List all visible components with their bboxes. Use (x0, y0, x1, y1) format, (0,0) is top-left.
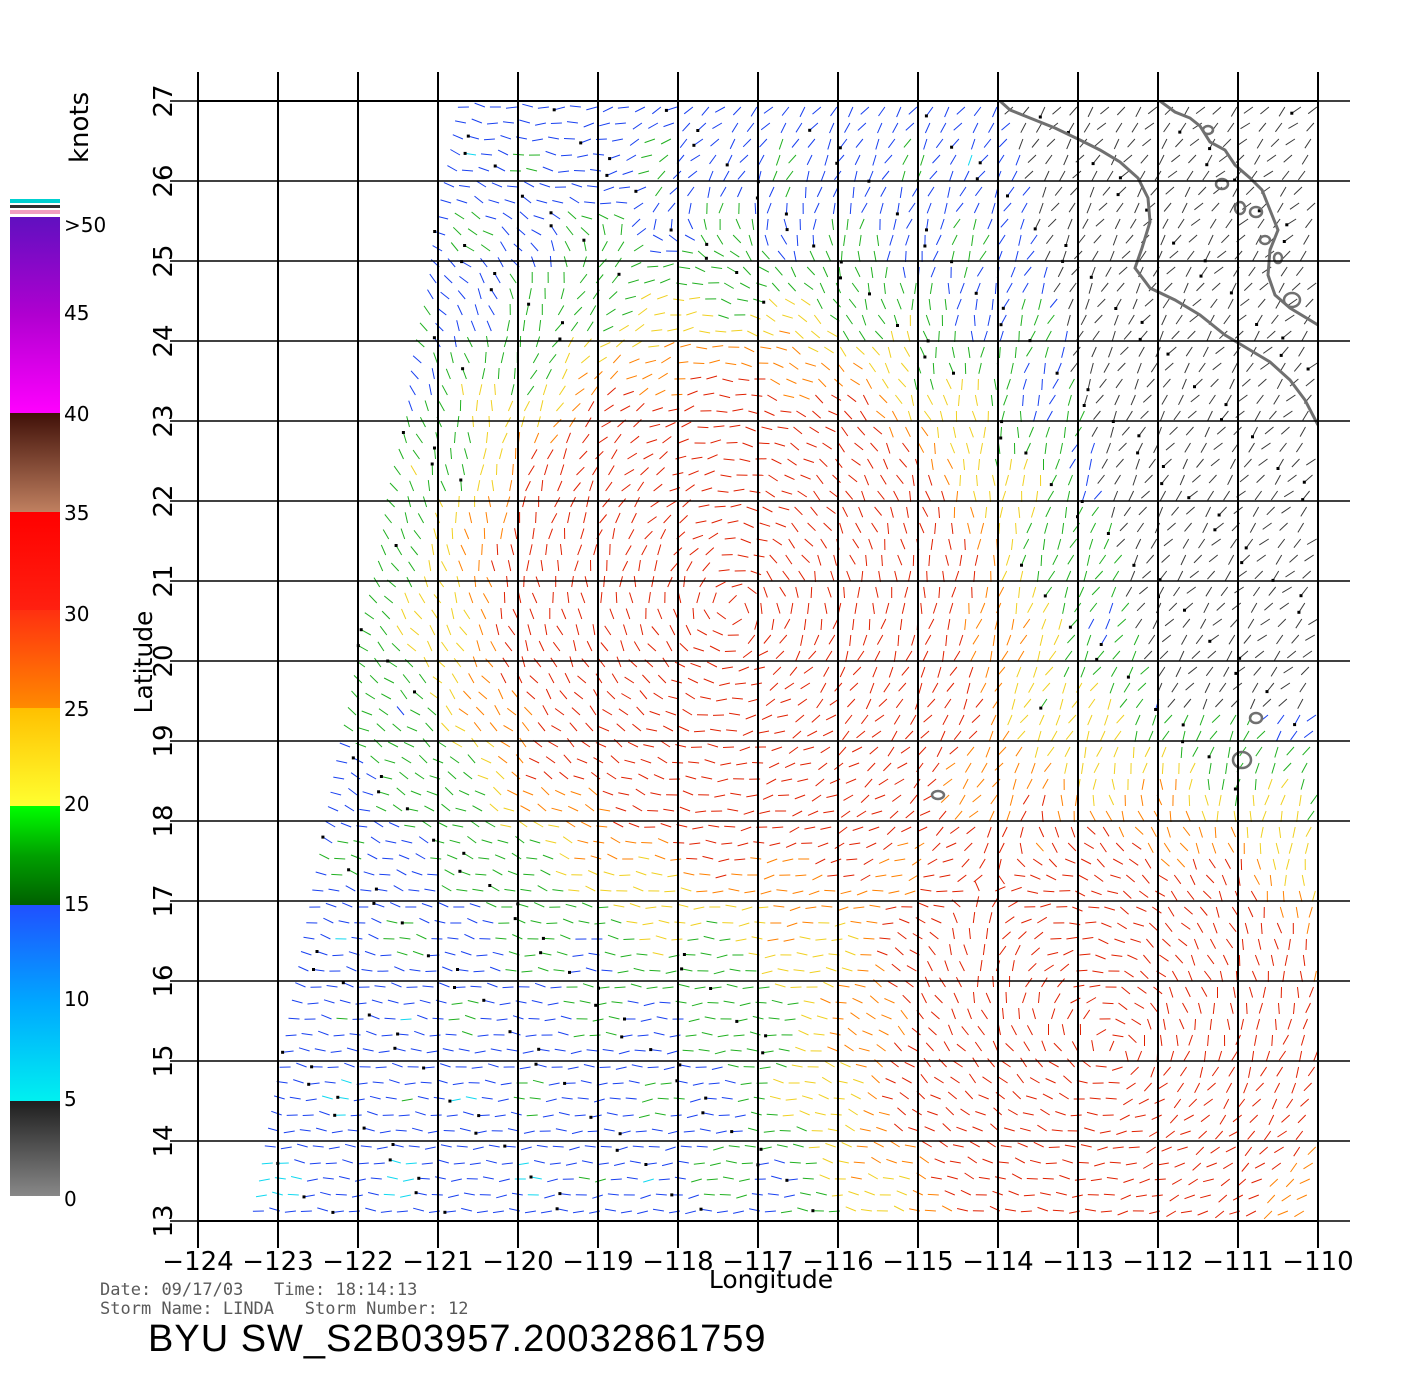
colorbar-tick-label: 5 (64, 1087, 77, 1111)
storm-name-label: Storm Name: (100, 1299, 213, 1319)
lon-tick-label: −122 (322, 1247, 393, 1277)
island (1233, 200, 1247, 216)
storm-row: Storm Name: LINDA Storm Number: 12 (100, 1300, 469, 1319)
colorbar-band-40-50 (10, 217, 60, 413)
date-value: 09/17/03 (161, 1280, 244, 1300)
lat-tick-label: 19 (149, 724, 179, 757)
x-axis-label: Longitude (709, 1265, 833, 1294)
lon-tick-label: −117 (722, 1247, 793, 1277)
island (1231, 750, 1253, 770)
lat-tick-label: 15 (149, 1044, 179, 1077)
colorbar-tick-label: 30 (64, 602, 89, 626)
lon-tick-label: −119 (562, 1247, 633, 1277)
colorbar-tick-label: 15 (64, 892, 89, 916)
colorbar-tick-label: 35 (64, 501, 89, 525)
lon-tick-label: −124 (162, 1247, 233, 1277)
lon-tick-label: −123 (242, 1247, 313, 1277)
metadata-footer: Date: 09/17/03 Time: 18:14:13 Storm Name… (100, 1281, 469, 1319)
colorbar-tick-label: 45 (64, 301, 89, 325)
island (1272, 251, 1284, 265)
colorbar-band-0-5 (10, 1101, 60, 1196)
storm-number-value: 12 (448, 1299, 469, 1319)
colorbar-tick-label: 40 (64, 402, 89, 426)
lat-lon-grid (170, 72, 1350, 1248)
island (1248, 711, 1264, 725)
y-axis-label: Latitude (129, 611, 158, 714)
date-label: Date: (100, 1280, 152, 1300)
lon-tick-label: −110 (1282, 1247, 1353, 1277)
plot-area: −124 −123 −122 −121 −120 −119 −118 −117 −116 −115… (129, 72, 1354, 1294)
lat-tick-label: 22 (149, 484, 179, 517)
lat-tick-label: 18 (149, 804, 179, 837)
longitude-tick-labels: −124 −123 −122 −121 −120 −119 −118 −117 −116 −115… (162, 1247, 1353, 1277)
lat-tick-label: 13 (149, 1204, 179, 1237)
lat-tick-label: 20 (149, 644, 179, 677)
lon-tick-label: −113 (1042, 1247, 1113, 1277)
colorbar-band-35-40 (10, 413, 60, 512)
island (1282, 291, 1302, 309)
lon-tick-label: −121 (402, 1247, 473, 1277)
wind-vector-field (252, 102, 1318, 1220)
colorbar-tick-label: 0 (64, 1187, 77, 1211)
wind-vectors (252, 102, 1318, 1220)
lat-tick-label: 23 (149, 404, 179, 437)
baja-west-coast (998, 101, 1318, 426)
baja-east-coast (1159, 101, 1318, 327)
lat-tick-label: 27 (149, 84, 179, 117)
lon-tick-label: −116 (802, 1247, 873, 1277)
date-time-row: Date: 09/17/03 Time: 18:14:13 (100, 1281, 469, 1300)
island (1201, 124, 1215, 136)
lon-tick-label: −120 (482, 1247, 553, 1277)
lat-tick-label: 16 (149, 964, 179, 997)
lat-tick-label: 14 (149, 1124, 179, 1157)
island (930, 789, 946, 801)
colorbar-band-25-30 (10, 610, 60, 708)
colorbar-band-15-20 (10, 806, 60, 905)
lat-tick-label: 24 (149, 324, 179, 357)
colorbar-tick-label: 25 (64, 697, 89, 721)
colorbar-tick-label: 20 (64, 792, 89, 816)
colorbar-tick-label: 10 (64, 987, 89, 1011)
colorbar-tick-label: >50 (64, 213, 106, 237)
storm-number-label: Storm Number: (304, 1299, 438, 1319)
lat-tick-label: 26 (149, 164, 179, 197)
lon-tick-label: −118 (642, 1247, 713, 1277)
lon-tick-label: −111 (1202, 1247, 1273, 1277)
lon-tick-label: −112 (1122, 1247, 1193, 1277)
colorbar-unit-label: knots (65, 92, 95, 163)
coastline (930, 101, 1318, 801)
colorbar-band-5-15 (10, 905, 60, 1101)
lon-tick-label: −114 (962, 1247, 1033, 1277)
island (1214, 177, 1230, 191)
colorbar-band-20-25 (10, 708, 60, 806)
lat-tick-label: 17 (149, 884, 179, 917)
time-value: 18:14:13 (335, 1280, 418, 1300)
latitude-tick-labels: 13 14 15 16 17 18 19 20 21 22 23 24 25 26 27 (149, 84, 179, 1237)
product-id: BYU SW_S2B03957.20032861759 (148, 1318, 767, 1360)
island (1248, 205, 1264, 219)
lat-tick-label: 21 (149, 564, 179, 597)
wind-speed-colorbar: knots 0 5 10 15 20 25 30 35 40 45 >50 (10, 92, 106, 1211)
colorbar-band-30-35 (10, 512, 60, 610)
lat-tick-label: 25 (149, 244, 179, 277)
lon-tick-label: −115 (882, 1247, 953, 1277)
time-label: Time: (274, 1280, 326, 1300)
island (1258, 234, 1272, 246)
storm-name-value: LINDA (222, 1299, 275, 1319)
